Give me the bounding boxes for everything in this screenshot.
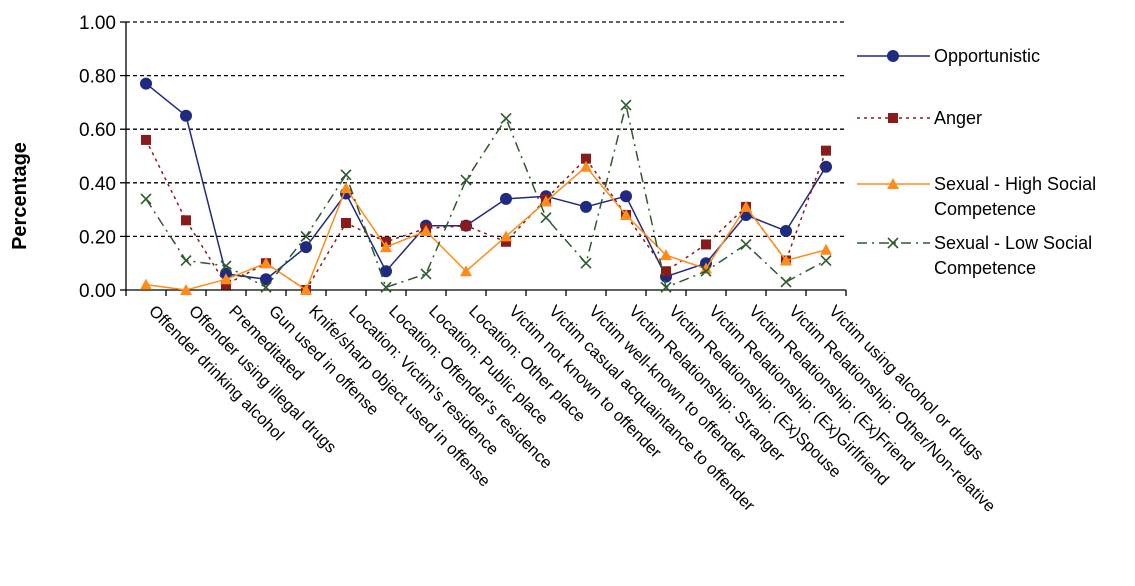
data-point — [500, 230, 512, 242]
data-point — [140, 77, 152, 90]
y-tick-label: 1.00 — [79, 13, 116, 34]
data-point — [500, 192, 512, 205]
data-point — [460, 265, 472, 277]
data-point — [580, 257, 592, 269]
legend-label: Sexual - High Social — [934, 174, 1096, 194]
series-line — [145, 139, 827, 292]
data-point — [821, 145, 831, 156]
y-tick-label: 0.80 — [79, 67, 116, 88]
data-point — [580, 160, 592, 172]
data-point — [180, 284, 192, 295]
legend-swatch-marker — [887, 178, 899, 189]
data-point — [340, 169, 352, 181]
data-point — [820, 160, 832, 173]
data-point — [141, 134, 151, 145]
data-point — [701, 239, 711, 250]
data-point — [180, 254, 192, 267]
data-point — [780, 254, 792, 266]
series-line — [145, 83, 827, 281]
legend-item: Sexual - High Social Competence — [857, 174, 1096, 219]
data-point — [620, 99, 632, 111]
series-3 — [140, 160, 832, 295]
data-point — [260, 281, 272, 293]
legend-swatch-marker — [888, 113, 898, 123]
data-point — [181, 215, 191, 226]
legend-label: Anger — [934, 108, 982, 128]
data-point — [221, 279, 231, 290]
data-point — [420, 225, 432, 237]
series-line — [145, 104, 827, 289]
y-tick-label: 0.60 — [79, 120, 116, 141]
data-point — [580, 200, 592, 213]
data-point — [140, 278, 152, 290]
data-point — [180, 109, 192, 122]
data-point — [700, 265, 712, 277]
series-4 — [140, 99, 832, 293]
data-point — [420, 268, 432, 280]
data-point — [581, 153, 591, 164]
legend: Opportunistic Anger Sexual - High Social Co… — [857, 46, 1096, 278]
data-point — [380, 241, 392, 253]
legend-swatch-marker — [887, 50, 899, 62]
data-point — [341, 218, 351, 228]
data-point — [140, 193, 152, 205]
data-point — [740, 200, 752, 212]
axes — [120, 21, 847, 296]
y-tick-label: 0.20 — [79, 227, 116, 248]
series-2 — [141, 134, 831, 295]
data-point — [461, 220, 471, 231]
y-tick-labels: 0.00 0.20 0.40 0.60 0.80 1.00 — [79, 13, 116, 302]
y-tick-label: 0.40 — [79, 174, 116, 195]
data-point — [660, 249, 672, 261]
series-group — [140, 77, 832, 295]
data-point — [340, 182, 352, 194]
data-point — [380, 281, 392, 293]
data-point — [300, 284, 312, 295]
data-point — [820, 254, 832, 267]
data-point — [740, 238, 752, 251]
legend-item: Anger — [857, 108, 982, 128]
y-tick-label: 0.00 — [79, 281, 116, 302]
data-point — [540, 195, 552, 207]
data-point — [260, 257, 272, 269]
data-point — [500, 112, 512, 125]
data-point — [501, 236, 511, 247]
data-point — [820, 243, 832, 255]
grid-lines — [126, 21, 846, 238]
data-point — [620, 208, 632, 220]
legend-label: Competence — [934, 258, 1036, 278]
series-line — [145, 165, 827, 292]
data-point — [260, 273, 272, 286]
data-point — [661, 266, 671, 277]
legend-label: Competence — [934, 199, 1036, 219]
data-point — [620, 190, 632, 203]
data-point — [780, 225, 792, 238]
data-point — [540, 212, 552, 224]
y-axis-label: Percentage — [9, 142, 31, 250]
legend-swatch-marker — [887, 237, 899, 249]
legend-label: Sexual - Low Social — [934, 233, 1092, 253]
data-point — [220, 260, 232, 272]
legend-item: Sexual - Low Social Competence — [857, 233, 1092, 278]
data-point — [300, 241, 312, 254]
data-point — [300, 230, 312, 242]
series-1 — [140, 77, 832, 286]
data-point — [220, 273, 232, 285]
data-point — [660, 281, 672, 293]
data-point — [460, 174, 472, 186]
legend-item: Opportunistic — [857, 46, 1040, 66]
legend-label: Opportunistic — [934, 46, 1040, 66]
data-point — [780, 276, 792, 288]
data-point — [700, 262, 712, 274]
